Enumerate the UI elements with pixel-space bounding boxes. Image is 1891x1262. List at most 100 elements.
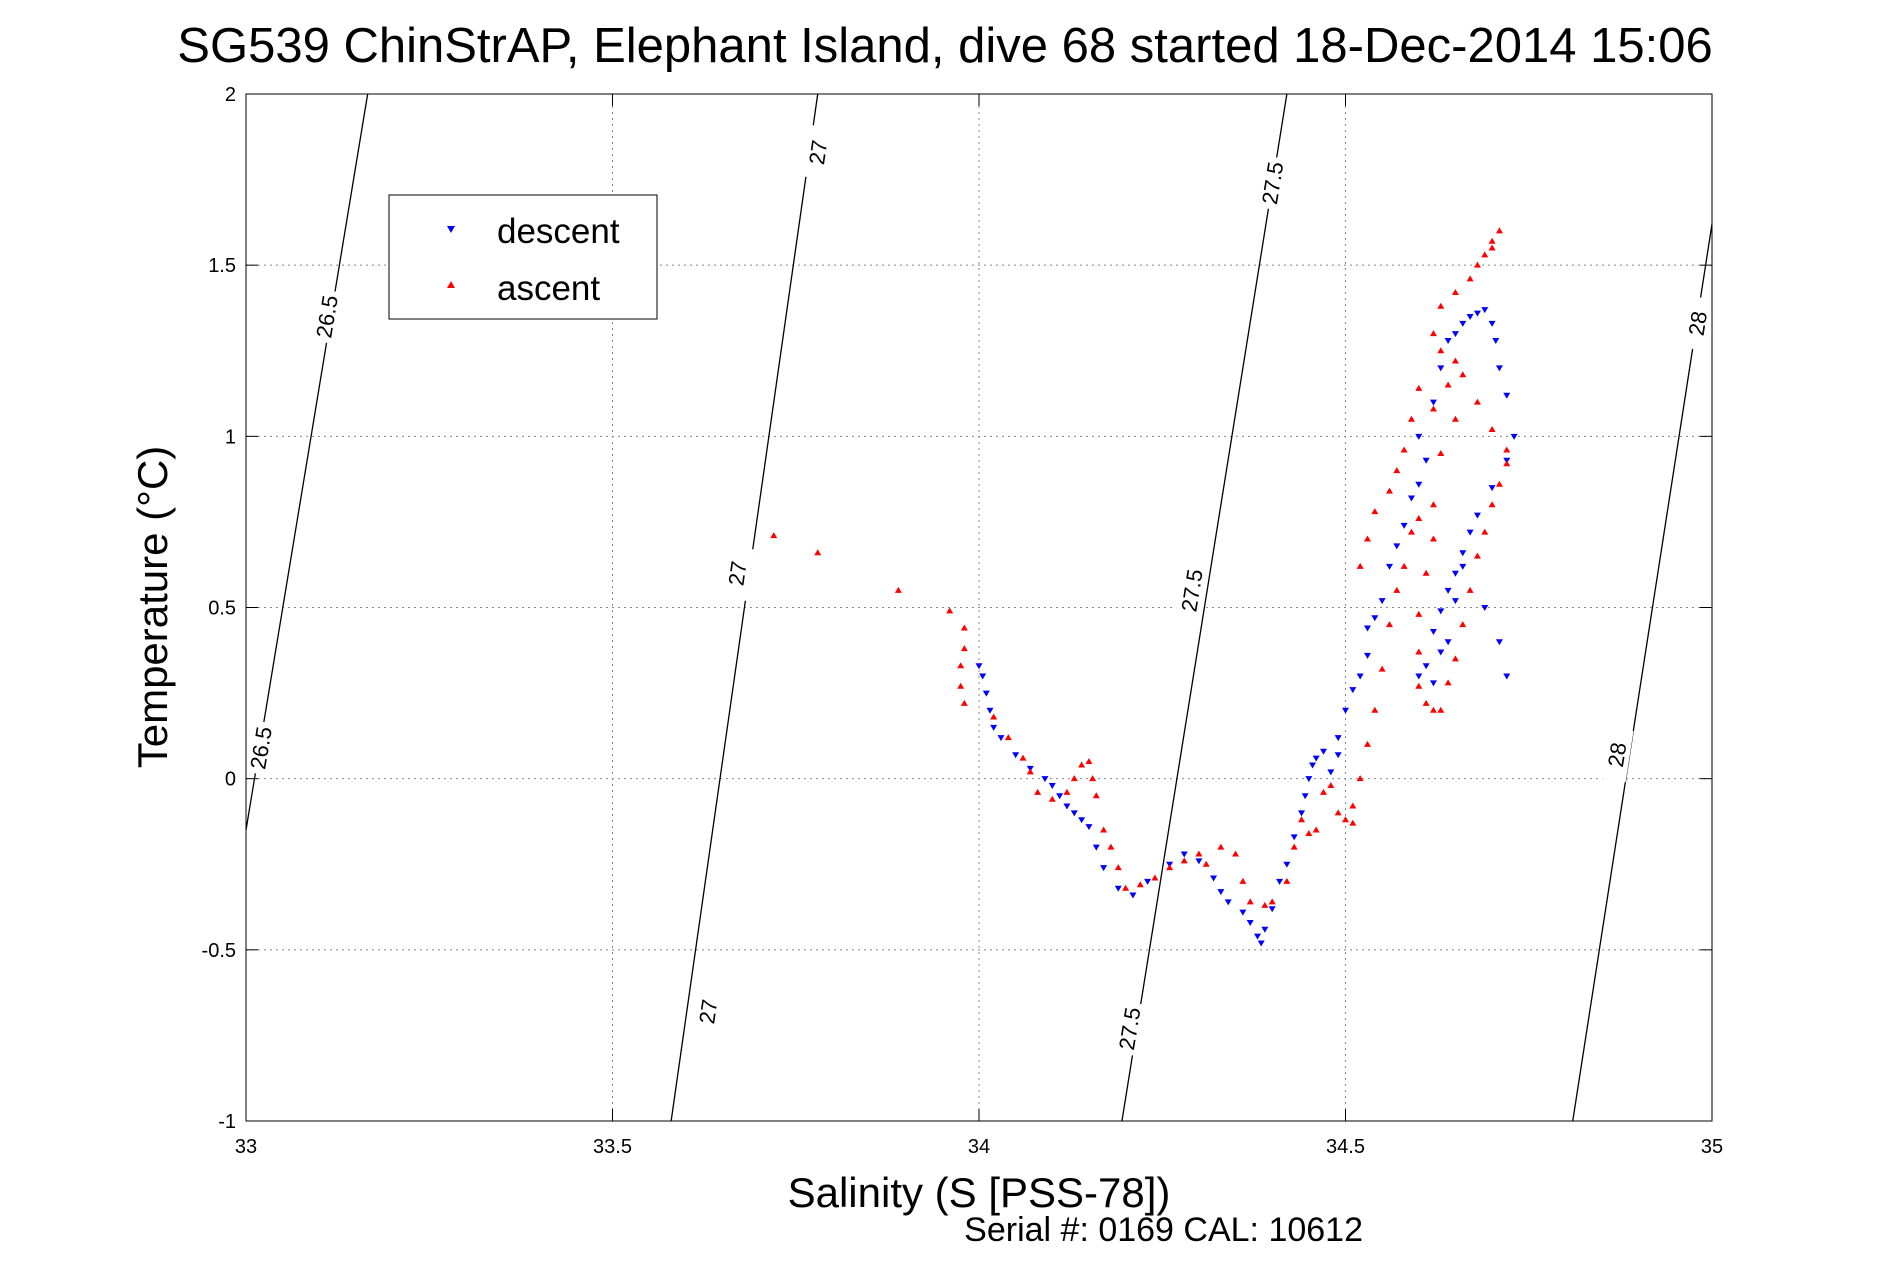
ascent-point [1466, 586, 1474, 593]
descent-point [1415, 673, 1423, 680]
y-axis-label: Temperature (°C) [129, 446, 176, 769]
descent-point [1100, 865, 1108, 872]
ascent-point [1166, 864, 1174, 871]
descent-point [1429, 680, 1437, 687]
ascent-point [1429, 535, 1437, 542]
ascent-point [1107, 843, 1115, 850]
ascent-point [1451, 289, 1459, 296]
y-tick-label: 1.5 [208, 255, 236, 277]
ascent-point [1488, 244, 1496, 251]
ascent-point [1422, 569, 1430, 576]
legend: descent ascent [388, 194, 658, 320]
descent-point [1363, 625, 1371, 632]
ascent-point [1034, 788, 1042, 795]
ascent-point [1261, 901, 1269, 908]
descent-point [1429, 399, 1437, 406]
descent-point [1078, 817, 1086, 824]
descent-point [1012, 752, 1020, 759]
descent-point [990, 724, 998, 731]
ascent-point [1312, 826, 1320, 833]
ascent-point [1363, 740, 1371, 747]
descent-point [1195, 858, 1203, 865]
isopycnal-label: 27 [801, 124, 835, 180]
descent-point [1085, 824, 1093, 831]
descent-point [1261, 926, 1269, 933]
data-points [770, 227, 1518, 947]
descent-point [1473, 310, 1481, 317]
y-tick-label: 0.5 [208, 598, 236, 620]
ascent-point [1356, 562, 1364, 569]
isopycnal-label: 27 [720, 545, 754, 601]
legend-descent-marker [447, 226, 455, 233]
ascent-point [1488, 237, 1496, 244]
serial-cal-footer: Serial #: 0169 CAL: 10612 [964, 1211, 1363, 1249]
descent-point [1415, 433, 1423, 440]
descent-point [1290, 834, 1298, 841]
x-tick-label: 33 [235, 1136, 257, 1158]
ascent-point [1136, 881, 1144, 888]
ascent-point [1488, 425, 1496, 432]
ascent-point [1503, 460, 1511, 467]
y-tick-label: 1 [225, 426, 236, 448]
descent-point [1210, 875, 1218, 882]
descent-point [1276, 878, 1284, 885]
svg-text:28: 28 [1684, 309, 1712, 337]
descent-point [1400, 522, 1408, 529]
ascent-point [1290, 843, 1298, 850]
ascent-point [1327, 782, 1335, 789]
descent-point [1129, 892, 1137, 899]
ascent-point [1415, 610, 1423, 617]
descent-point [1466, 529, 1474, 536]
ascent-point [1268, 898, 1276, 905]
legend-box [388, 194, 658, 320]
descent-point [1459, 563, 1467, 570]
descent-point [982, 690, 990, 697]
ascent-point [1371, 508, 1379, 515]
descent-point [1327, 769, 1335, 776]
isopycnal-label: 27.5 [1112, 1000, 1147, 1057]
descent-point [1503, 673, 1511, 680]
descent-point [1444, 337, 1452, 344]
ascent-point [1232, 850, 1240, 857]
ascent-point [1305, 829, 1313, 836]
descent-point [1459, 320, 1467, 327]
ascent-point [1393, 467, 1401, 474]
descent-point [1342, 707, 1349, 714]
ascent-point [960, 699, 968, 706]
x-tick-label: 34.5 [1326, 1136, 1365, 1158]
descent-point [1320, 748, 1328, 755]
ascent-point [1202, 860, 1210, 867]
ascent-point [1114, 864, 1122, 871]
descent-point [1334, 752, 1342, 759]
ascent-point [1217, 843, 1225, 850]
ascent-point [1342, 816, 1349, 823]
axis-ticks: 33 33.5 34 34.5 35 -1 -0.5 0 0.5 1 1.5 2 [202, 84, 1724, 1158]
ascent-point [1473, 552, 1481, 559]
descent-point [1393, 543, 1401, 550]
ascent-point [1063, 788, 1071, 795]
ascent-point [1451, 357, 1459, 364]
descent-point [1503, 392, 1511, 399]
ascent-point [1437, 302, 1445, 309]
isopycnal-label: 26.5 [243, 720, 278, 776]
ascent-point [1349, 819, 1357, 826]
isopycnal-label: 27.5 [1174, 562, 1209, 619]
ascent-point [957, 662, 965, 669]
descent-point [1048, 783, 1056, 790]
ascent-point [1444, 381, 1452, 388]
ascent-point [1415, 384, 1423, 391]
ascent-point [1100, 826, 1108, 833]
descent-point [1451, 570, 1459, 577]
descent-point [1298, 810, 1306, 817]
svg-text:28: 28 [1603, 741, 1631, 769]
ascent-point [1415, 648, 1423, 655]
descent-point [1063, 803, 1071, 810]
ascent-point [1019, 754, 1027, 761]
ascent-point [1473, 398, 1481, 405]
ascent-point [1415, 514, 1423, 521]
ascent-point [1444, 679, 1452, 686]
ascent-point [1495, 227, 1503, 234]
x-axis-label: Salinity (S [PSS-78]) [788, 1169, 1171, 1216]
descent-point [1041, 776, 1049, 783]
ascent-point [1180, 857, 1188, 864]
